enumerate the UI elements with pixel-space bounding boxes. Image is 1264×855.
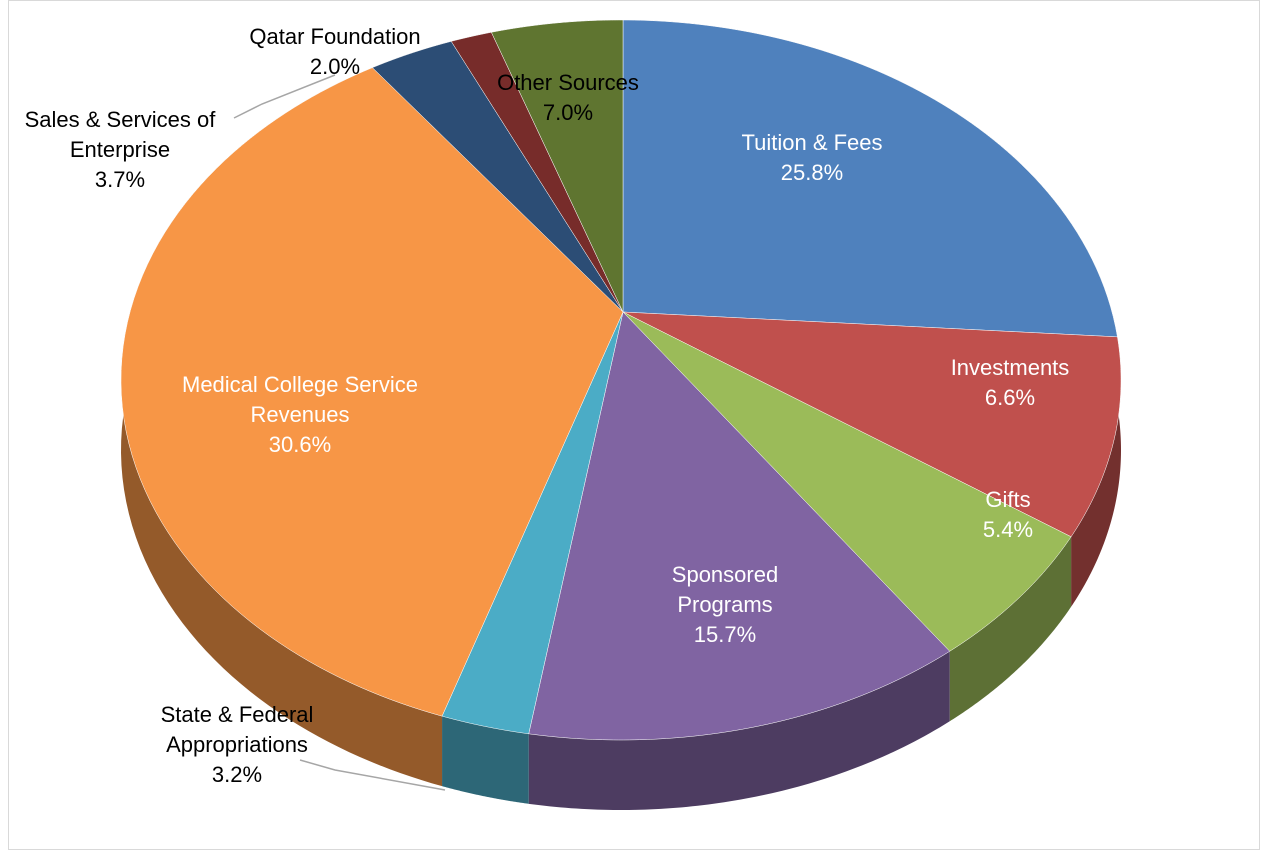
slice [622,311,1072,652]
slice-label: Medical College Service Revenues 30.6% [180,370,420,460]
slice [622,311,1122,538]
slice-percent: 3.2% [211,762,263,787]
slice-label: Investments 6.6% [910,353,1110,413]
slice-label: Other Sources 7.0% [458,68,678,128]
slice [491,19,624,313]
slice-name: Investments [950,355,1070,380]
slice-percent: 15.7% [693,622,757,647]
slice-name: Sponsored Programs [671,562,779,617]
slice-name: Qatar Foundation [249,24,421,49]
slice-percent: 25.8% [780,160,844,185]
chart-frame [8,0,1260,850]
slice [120,67,624,717]
slice [441,311,624,735]
slice-name: Tuition & Fees [741,130,883,155]
slice-percent: 5.4% [982,517,1034,542]
slice-percent: 6.6% [984,385,1036,410]
slice-name: Other Sources [497,70,639,95]
slice-percent: 2.0% [309,54,361,79]
slice-name: Gifts [985,487,1031,512]
slice [622,19,1118,338]
leader-line [233,74,336,119]
slice-label: Qatar Foundation 2.0% [215,22,455,82]
slice-label: Tuition & Fees 25.8% [702,128,922,188]
slice-name: State & Federal Appropriations [160,702,314,757]
slice [528,311,951,741]
slice-name: Medical College Service Revenues [182,372,418,427]
slice-label: Sales & Services of Enterprise 3.7% [5,105,235,195]
slice-name: Sales & Services of Enterprise [24,107,216,162]
slice [371,41,624,313]
slice-percent: 30.6% [268,432,332,457]
slice-side [949,536,1072,722]
slice-percent: 7.0% [542,100,594,125]
slice-percent: 3.7% [94,167,146,192]
slice-label: Sponsored Programs 15.7% [645,560,805,650]
pie-tops [120,19,1122,741]
slice-side [442,716,529,804]
slice-side [1071,336,1121,607]
slice [450,32,624,313]
slice-label: State & Federal Appropriations 3.2% [127,700,347,790]
leader-line [299,759,446,791]
slice-side [528,651,950,810]
slice-label: Gifts 5.4% [948,485,1068,545]
